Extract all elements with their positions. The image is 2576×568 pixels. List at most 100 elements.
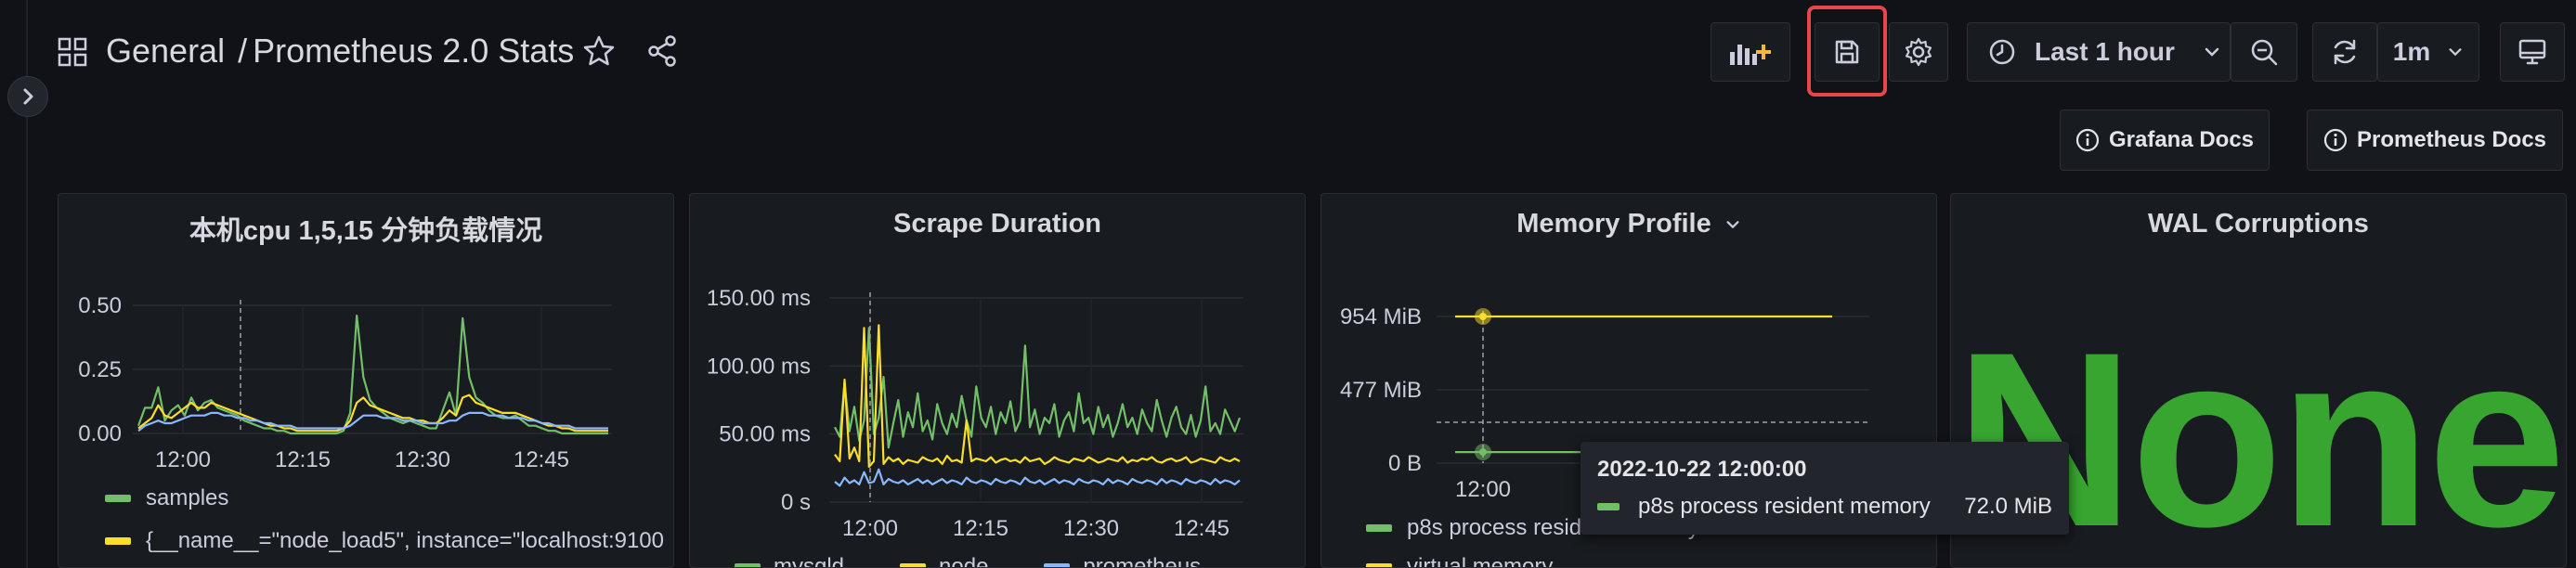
- tooltip-series-row: p8s process resident memory 72.0 MiB: [1597, 494, 2052, 520]
- sidebar-expand-button[interactable]: [7, 76, 48, 117]
- add-panel-button[interactable]: [1711, 22, 1790, 82]
- legend-item[interactable]: samples: [105, 485, 228, 511]
- legend-swatch: [735, 563, 761, 567]
- legend-swatch: [1044, 563, 1071, 567]
- refresh-interval-picker[interactable]: 1m: [2377, 22, 2479, 82]
- panel-title: 本机cpu 1,5,15 分钟负载情况: [189, 216, 543, 246]
- tooltip-series-value: 72.0 MiB: [1964, 494, 2052, 519]
- grafana-docs-link[interactable]: Grafana Docs: [2060, 110, 2270, 171]
- panel-title-text: Memory Profile: [1516, 209, 1711, 239]
- series-line: [834, 324, 1241, 468]
- legend-swatch: [1366, 524, 1392, 532]
- legend-item[interactable]: prometheus: [1044, 554, 1202, 568]
- info-icon: [2323, 128, 2348, 152]
- y-tick-label: 0.50: [78, 293, 122, 318]
- refresh-button[interactable]: [2312, 22, 2377, 82]
- refresh-icon: [2334, 39, 2356, 65]
- x-tick-label: 12:30: [1063, 516, 1119, 541]
- x-tick-label: 12:15: [275, 447, 331, 472]
- series-line: [137, 411, 608, 432]
- breadcrumb-separator: /: [238, 32, 248, 70]
- clock-icon: [1989, 39, 2015, 65]
- legend-label: virtual memory: [1407, 554, 1554, 568]
- x-tick-label: 12:00: [1455, 477, 1511, 502]
- series-line: [834, 327, 1242, 449]
- legend-label: node: [939, 554, 989, 568]
- series-line: [137, 314, 608, 435]
- scrape-duration-chart[interactable]: 0 s 50.00 ms 100.00 ms 150.00 ms 12:00 12:15 1…: [690, 194, 1306, 568]
- y-tick-label: 0.00: [78, 421, 122, 446]
- monitor-icon: [2518, 39, 2546, 65]
- star-icon[interactable]: [582, 34, 616, 72]
- series-line: [834, 468, 1241, 487]
- x-tick-label: 12:00: [842, 516, 898, 541]
- legend-swatch: [105, 495, 131, 502]
- legend-swatch: [105, 537, 131, 545]
- y-tick-label: 0.25: [78, 357, 122, 382]
- y-tick-label: 50.00 ms: [719, 422, 811, 447]
- apps-grid-icon: [58, 37, 87, 71]
- legend-label: samples: [146, 485, 229, 510]
- legend-item[interactable]: node: [900, 554, 989, 568]
- cpu-load-chart[interactable]: 0.00 0.25 0.50 12:00 12:15 12:30 12:45: [59, 194, 674, 568]
- dashboard-navbar: General / Prometheus 2.0 Stats: [0, 0, 2576, 104]
- legend-label: mysqld: [774, 554, 845, 568]
- zoom-out-icon: [2251, 39, 2278, 66]
- x-tick-label: 12:30: [395, 447, 450, 472]
- add-panel-icon: [1730, 45, 1771, 65]
- y-tick-label: 0 s: [781, 490, 811, 515]
- breadcrumb: General / Prometheus 2.0 Stats: [106, 32, 574, 71]
- y-tick-label: 477 MiB: [1340, 378, 1422, 403]
- series-line: [137, 394, 608, 432]
- tooltip-swatch: [1597, 503, 1620, 510]
- refresh-interval-label: 1m: [2392, 37, 2431, 66]
- legend-item[interactable]: {__name__="node_load5", instance="localh…: [105, 528, 664, 554]
- legend-swatch: [1366, 563, 1392, 567]
- sidebar-edge: [26, 0, 28, 568]
- gear-icon: [1905, 37, 1932, 67]
- y-tick-label: 954 MiB: [1340, 304, 1422, 329]
- panel-scrape-duration[interactable]: Scrape Duration 0 s 50.00 ms 100.00 ms 150.…: [689, 193, 1306, 568]
- info-icon: [2075, 128, 2100, 152]
- hover-point: [1479, 448, 1487, 457]
- grafana-docs-label: Grafana Docs: [2108, 127, 2255, 152]
- chevron-right-icon: [23, 88, 33, 105]
- y-tick-label: 0 B: [1388, 451, 1422, 476]
- chevron-down-icon[interactable]: [1724, 216, 1741, 233]
- tooltip-time: 2022-10-22 12:00:00: [1597, 457, 1807, 482]
- legend-item[interactable]: virtual memory: [1366, 554, 1554, 568]
- time-range-picker[interactable]: Last 1 hour: [1967, 22, 2231, 82]
- x-tick-label: 12:15: [953, 516, 1008, 541]
- dashboard-settings-button[interactable]: [1889, 22, 1948, 82]
- legend: mysqld node prometheus: [735, 554, 1202, 568]
- time-range-label: Last 1 hour: [2035, 37, 2175, 66]
- save-button-highlight: [1807, 6, 1887, 97]
- legend-label: prometheus: [1083, 554, 1202, 568]
- x-tick-label: 12:45: [1174, 516, 1229, 541]
- breadcrumb-folder-link[interactable]: General: [106, 32, 226, 70]
- prometheus-docs-label: Prometheus Docs: [2356, 127, 2547, 152]
- legend-item[interactable]: mysqld: [735, 554, 845, 568]
- prometheus-docs-link[interactable]: Prometheus Docs: [2307, 110, 2563, 171]
- panel-title: Scrape Duration: [893, 209, 1101, 239]
- hover-point: [1479, 313, 1487, 320]
- save-dashboard-button[interactable]: [1815, 22, 1880, 82]
- panel-title: WAL Corruptions: [2148, 209, 2369, 239]
- tooltip-series-name: p8s process resident memory: [1638, 494, 1931, 519]
- panel-cpu-load[interactable]: 本机cpu 1,5,15 分钟负载情况 0.00 0.25 0.50 12:00 12:…: [58, 193, 674, 568]
- x-tick-label: 12:45: [514, 447, 569, 472]
- tv-mode-button[interactable]: [2500, 22, 2565, 82]
- chevron-down-icon: [2449, 48, 2462, 57]
- x-tick-label: 12:00: [155, 447, 211, 472]
- panel-title: Memory Profile: [1321, 209, 1936, 239]
- y-tick-label: 100.00 ms: [707, 354, 811, 379]
- save-icon: [1835, 40, 1859, 64]
- y-tick-label: 150.00 ms: [707, 286, 811, 311]
- graph-tooltip: 2022-10-22 12:00:00 p8s process resident…: [1581, 442, 2069, 535]
- legend-label: {__name__="node_load5", instance="localh…: [146, 528, 664, 553]
- share-icon[interactable]: [645, 34, 679, 72]
- dashboard-title[interactable]: Prometheus 2.0 Stats: [253, 32, 575, 70]
- zoom-out-button[interactable]: [2231, 22, 2297, 82]
- legend-swatch: [900, 563, 927, 567]
- chevron-down-icon: [2205, 47, 2219, 57]
